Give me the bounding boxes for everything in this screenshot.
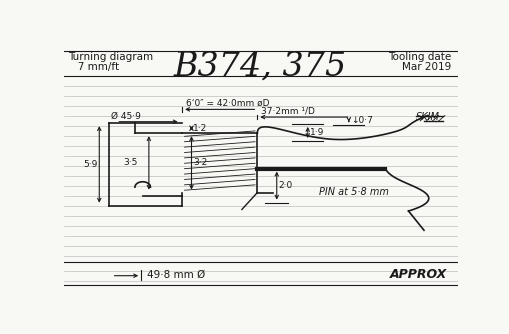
Text: 3·5: 3·5 <box>123 158 137 167</box>
Text: Turning diagram: Turning diagram <box>68 52 153 62</box>
Text: 6‘0″ = 42·0mm øD: 6‘0″ = 42·0mm øD <box>186 99 270 108</box>
Text: APPROX: APPROX <box>390 269 447 282</box>
Text: 3·2: 3·2 <box>193 158 207 167</box>
Text: PIN at 5·8 mm: PIN at 5·8 mm <box>319 187 389 197</box>
Text: 37·2mm ¹/D: 37·2mm ¹/D <box>261 107 315 116</box>
Text: 1·9: 1·9 <box>310 128 324 137</box>
Text: SKIM: SKIM <box>416 112 439 122</box>
Text: Tooling date: Tooling date <box>388 52 451 62</box>
Text: Mar 2019: Mar 2019 <box>402 62 451 71</box>
Text: ↓0·7: ↓0·7 <box>351 116 373 125</box>
Text: 1·2: 1·2 <box>193 124 207 133</box>
Text: 7 mm/ft: 7 mm/ft <box>68 62 120 71</box>
Text: 2·0: 2·0 <box>278 181 293 190</box>
Text: B374, 375: B374, 375 <box>174 51 347 83</box>
Text: 5·9: 5·9 <box>83 160 98 169</box>
Text: 49·8 mm Ø: 49·8 mm Ø <box>147 270 206 280</box>
Text: Ø 45·9: Ø 45·9 <box>111 112 141 121</box>
